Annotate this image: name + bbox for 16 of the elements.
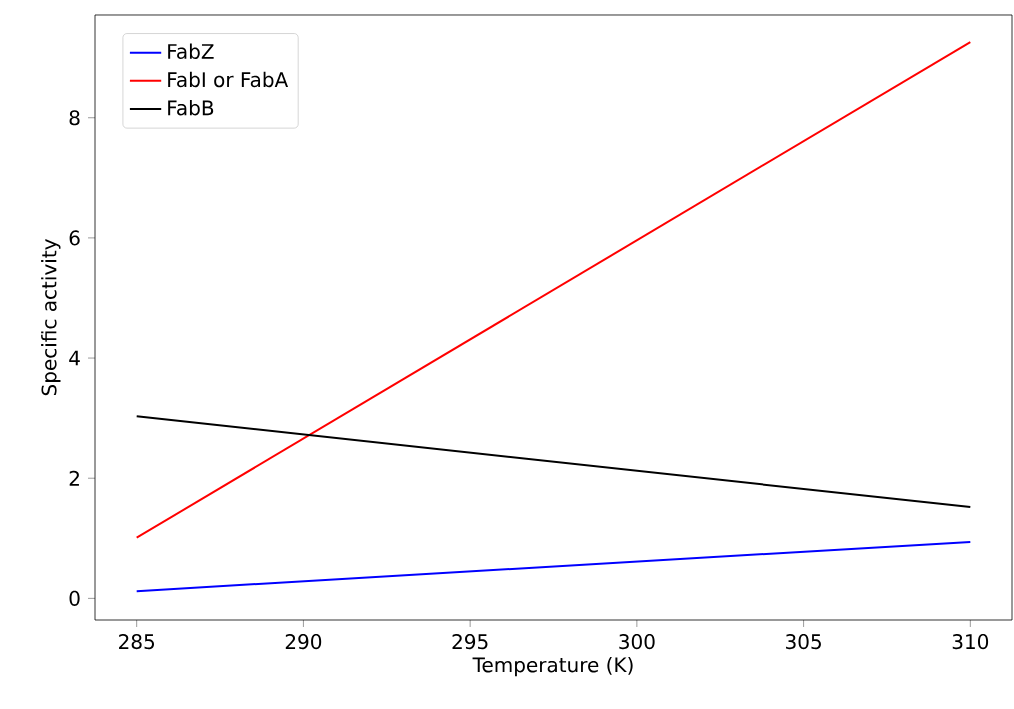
x-tick-label: 295 bbox=[452, 634, 488, 650]
y-tick-label: 0 bbox=[69, 590, 80, 606]
y-tick-label: 8 bbox=[69, 110, 80, 126]
y-axis-title: Specific activity bbox=[41, 239, 61, 396]
x-tick-label: 290 bbox=[285, 634, 322, 650]
y-tick-label: 6 bbox=[69, 230, 80, 246]
y-tick-label: 2 bbox=[69, 470, 79, 486]
x-tick-label: 310 bbox=[952, 634, 989, 650]
x-tick-label: 305 bbox=[786, 634, 821, 650]
x-tick-label: 300 bbox=[619, 634, 655, 650]
legend-label: FabI or FabA bbox=[168, 71, 289, 88]
legend-label: FabZ bbox=[168, 43, 214, 60]
y-tick-label: 4 bbox=[69, 350, 80, 366]
x-tick-label: 285 bbox=[119, 634, 155, 650]
legend-label: FabB bbox=[168, 99, 214, 116]
x-axis-title: Temperature (K) bbox=[472, 656, 633, 677]
